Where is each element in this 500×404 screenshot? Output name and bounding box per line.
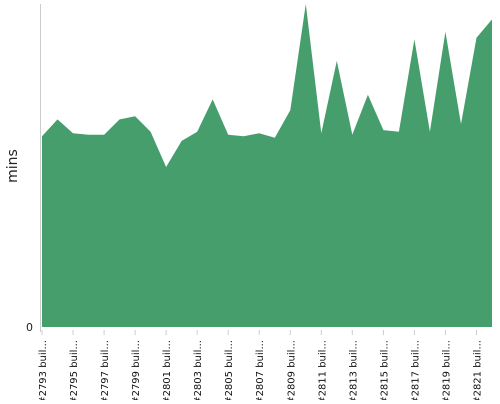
data-point-1: [55, 116, 61, 122]
data-point-3: [86, 132, 92, 138]
data-point-15: [272, 135, 278, 141]
data-point-8: [163, 164, 169, 170]
data-point-28: [474, 35, 480, 41]
y-axis-ticks: 0: [26, 321, 33, 334]
data-point-18: [318, 130, 324, 136]
area-series: [42, 4, 492, 327]
x-tick-label-6: #2805 buil...: [224, 340, 235, 400]
data-point-12: [225, 132, 231, 138]
data-point-9: [179, 138, 185, 144]
x-tick-label-0: #2793 buil...: [38, 340, 49, 400]
data-point-27: [458, 121, 464, 127]
data-point-26: [442, 29, 448, 35]
data-point-23: [396, 129, 402, 135]
data-point-11: [210, 96, 216, 102]
data-point-17: [303, 1, 309, 7]
x-tick-label-2: #2797 buil...: [100, 340, 111, 400]
x-tick-label-12: #2817 buil...: [410, 340, 421, 400]
data-point-4: [101, 132, 107, 138]
data-point-29: [489, 16, 495, 22]
x-tick-label-13: #2819 buil...: [441, 340, 452, 400]
x-tick-label-1: #2795 buil...: [69, 340, 80, 400]
data-point-14: [256, 130, 262, 136]
data-point-10: [194, 129, 200, 135]
data-point-22: [380, 127, 386, 133]
data-point-5: [117, 116, 123, 122]
x-tick-label-5: #2803 buil...: [193, 340, 204, 400]
data-point-2: [70, 130, 76, 136]
x-tick-label-3: #2799 buil...: [131, 340, 142, 400]
data-point-19: [334, 58, 340, 64]
data-point-20: [349, 132, 355, 138]
data-point-0: [39, 133, 45, 139]
data-point-13: [241, 133, 247, 139]
data-point-7: [148, 129, 154, 135]
x-tick-label-14: #2821 buil...: [473, 340, 484, 400]
data-point-25: [427, 129, 433, 135]
data-point-6: [132, 113, 138, 119]
data-point-16: [287, 107, 293, 113]
x-tick-label-4: #2801 buil...: [162, 340, 173, 400]
x-tick-label-9: #2811 buil...: [317, 340, 328, 400]
x-tick-label-8: #2809 buil...: [286, 340, 297, 400]
x-tick-label-11: #2815 buil...: [379, 340, 390, 400]
x-axis-ticks: #2793 buil... #2795 buil... #2797 buil... #…: [38, 330, 484, 404]
y-tick-label-0: 0: [26, 321, 33, 334]
x-tick-label-7: #2807 buil...: [255, 340, 266, 400]
y-axis-title: mins: [5, 149, 21, 183]
data-point-21: [365, 92, 371, 98]
x-tick-label-10: #2813 buil...: [348, 340, 359, 400]
plot-area: [39, 1, 495, 327]
data-point-24: [411, 36, 417, 42]
